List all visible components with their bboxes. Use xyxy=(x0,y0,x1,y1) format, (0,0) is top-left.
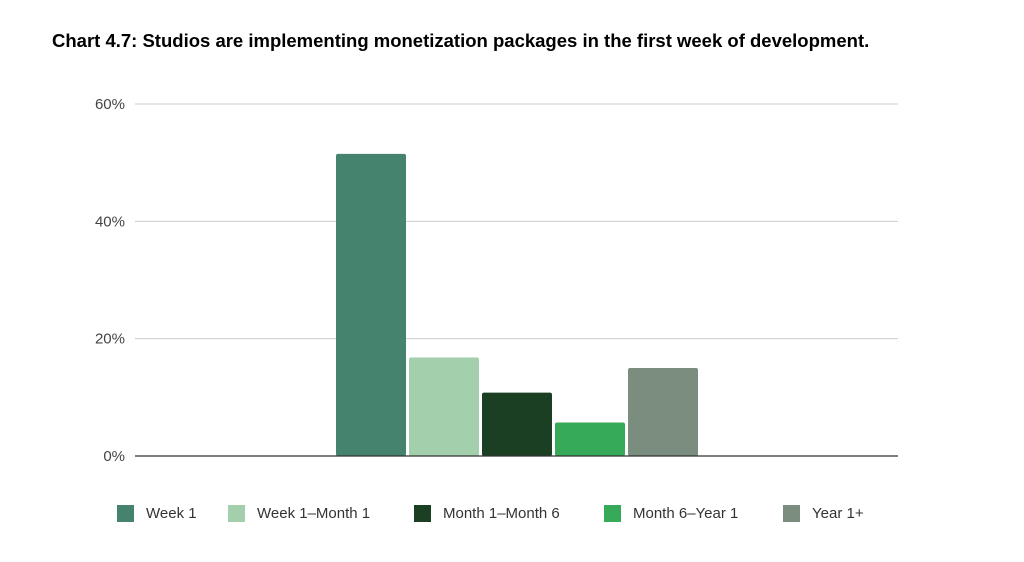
y-tick-label: 60% xyxy=(95,96,125,113)
gridlines xyxy=(135,103,898,340)
legend-swatch xyxy=(228,504,245,522)
legend-label: Month 1–Month 6 xyxy=(443,504,560,522)
y-tick-label: 40% xyxy=(95,213,125,230)
y-tick-label: 0% xyxy=(103,448,125,465)
bar-chart: 0% 20% 40% 60% xyxy=(95,96,898,465)
legend-item: Year 1+ xyxy=(783,502,864,524)
legend-item: Week 1–Month 1 xyxy=(228,502,370,524)
legend-swatch xyxy=(783,504,800,522)
legend-item: Month 1–Month 6 xyxy=(414,502,560,524)
bar-2 xyxy=(409,357,479,456)
y-tick-label: 20% xyxy=(95,331,125,348)
legend-swatch xyxy=(414,504,431,522)
bar-3 xyxy=(482,392,552,456)
legend: Week 1 Week 1–Month 1 Month 1–Month 6 Month… xyxy=(0,502,1024,526)
legend-swatch xyxy=(604,504,621,522)
legend-label: Week 1 xyxy=(146,504,197,522)
legend-item: Week 1 xyxy=(117,502,197,524)
bar-1 xyxy=(336,153,406,456)
bar-4 xyxy=(555,422,625,456)
bar-5 xyxy=(628,368,698,456)
bars xyxy=(336,153,698,456)
legend-label: Month 6–Year 1 xyxy=(633,504,739,522)
legend-item: Month 6–Year 1 xyxy=(604,502,738,524)
legend-label: Year 1+ xyxy=(812,504,864,522)
y-axis-tick-labels: 0% 20% 40% 60% xyxy=(95,96,125,465)
legend-label: Week 1–Month 1 xyxy=(257,504,371,522)
chart-title: Chart 4.7: Studios are implementing mone… xyxy=(52,30,870,51)
legend-swatch xyxy=(117,504,134,522)
